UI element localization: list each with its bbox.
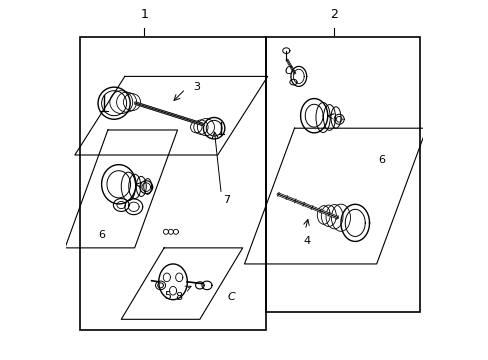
Text: C: C [284,66,292,76]
Text: 2: 2 [329,8,337,21]
Bar [80,37,265,330]
Text: 1: 1 [140,8,148,21]
Text: C: C [227,292,235,302]
Text: 6: 6 [98,230,105,240]
Bar [265,37,419,312]
Text: 3: 3 [192,82,199,92]
Text: 8: 8 [175,292,182,302]
Text: 4: 4 [303,236,310,246]
Text: 6: 6 [378,156,385,165]
Text: 5: 5 [164,291,171,301]
Text: 7: 7 [223,195,230,204]
